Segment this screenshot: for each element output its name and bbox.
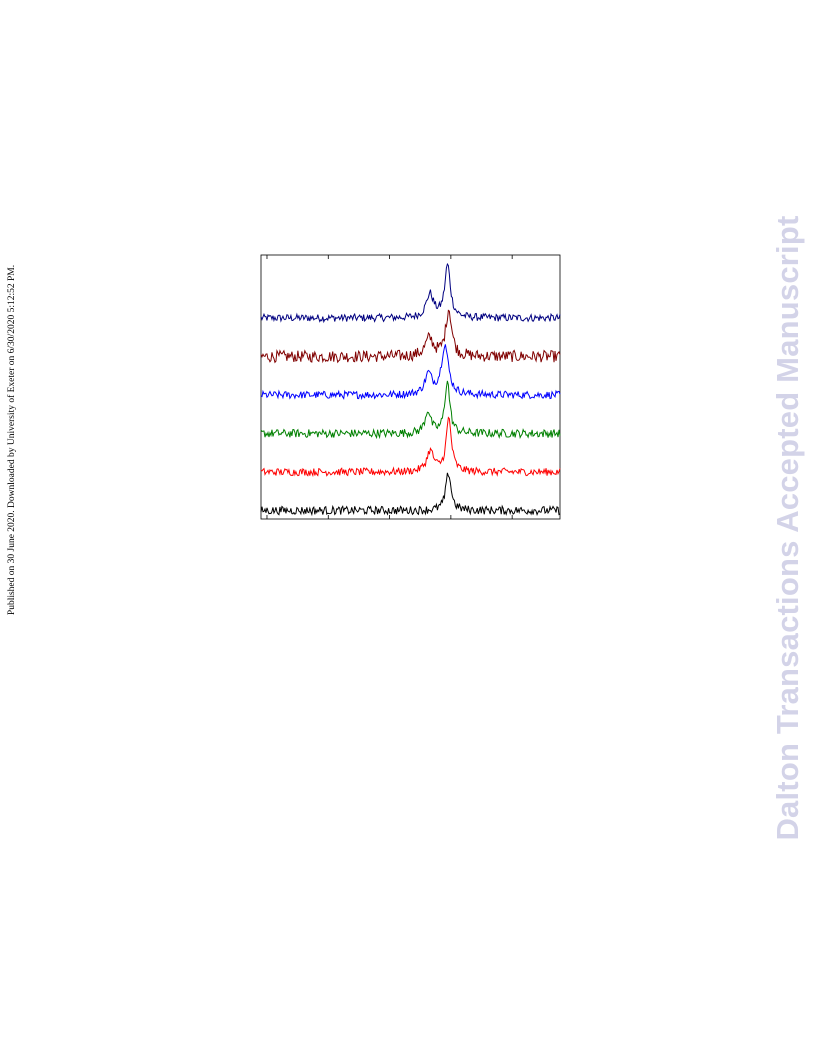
spectra-figure — [254, 248, 568, 528]
accepted-manuscript-watermark: Dalton Transactions Accepted Manuscript — [770, 215, 805, 841]
spectrum-trace-4 — [260, 380, 561, 440]
x-axis-ticks — [266, 255, 513, 519]
spectrum-trace-2 — [260, 309, 561, 364]
spectrum-trace-1 — [260, 262, 561, 324]
publication-margin-note: Published on 30 June 2020. Downloaded by… — [7, 264, 17, 616]
spectrum-trace-3 — [260, 344, 561, 401]
spectrum-trace-6 — [260, 472, 561, 517]
spectra-traces — [260, 262, 561, 517]
plot-frame — [260, 254, 561, 520]
spectrum-trace-5 — [260, 416, 561, 478]
stacked-spectra-chart — [260, 254, 561, 520]
